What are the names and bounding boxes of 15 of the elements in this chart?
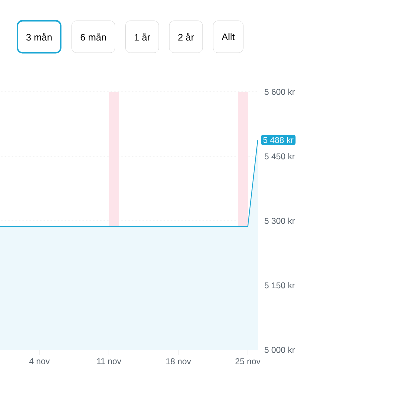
text: Allt: [222, 34, 235, 40]
data-label: 5 488 kr: [264, 137, 294, 144]
text: 1 år: [134, 33, 150, 41]
text: 6 mån: [80, 33, 106, 41]
x-tick-label: 4 nov: [30, 358, 50, 364]
text: 3 mån: [26, 33, 52, 41]
x-tick-label: 18 nov: [166, 358, 192, 365]
text: 2 år: [178, 33, 194, 41]
x-tick-label: 11 nov: [97, 358, 122, 364]
x-tick-label: 25 nov: [236, 358, 261, 365]
y-tick-label: 5 600 kr: [264, 88, 295, 96]
y-tick-label: 5 450 kr: [264, 153, 295, 160]
y-tick-label: 5 150 kr: [264, 282, 295, 289]
y-tick-label: 5 300 kr: [264, 218, 295, 224]
y-tick-label: 5 000 kr: [264, 346, 295, 354]
